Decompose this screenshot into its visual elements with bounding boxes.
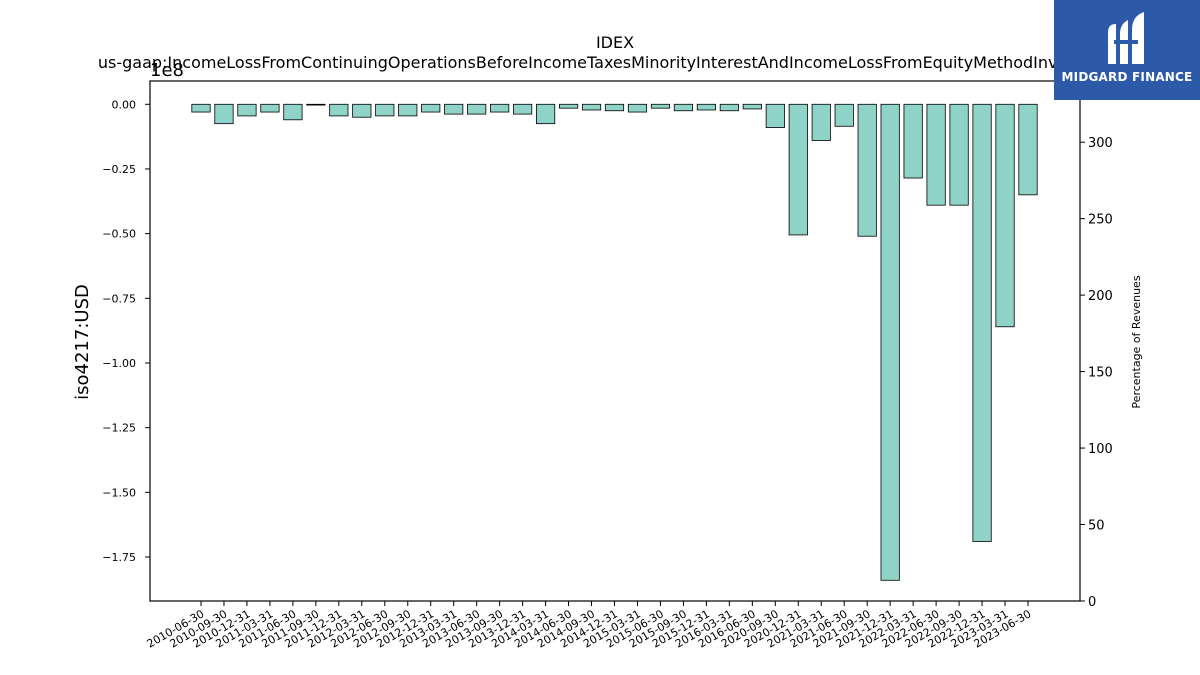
bar-2022-12-31 (972, 103, 992, 542)
left-tick-label: −1.00 (102, 357, 136, 370)
bar-2021-03-31 (811, 103, 831, 141)
bar-2020-12-31 (788, 103, 808, 236)
left-axis: 0.00 −0.25 −0.50 −0.75 −1.00 −1.25 −1.50 −1.75 (102, 98, 150, 564)
right-tick-label: 150 (1088, 366, 1113, 381)
right-tick-label: 200 (1088, 289, 1113, 304)
chart-title: IDEX (596, 33, 634, 52)
bar-2012-06-30 (375, 103, 395, 117)
bar-2012-12-31 (421, 103, 441, 113)
bar-2023-06-30 (1018, 103, 1038, 196)
bar-2013-12-31 (513, 103, 533, 115)
bar-2010-09-30 (214, 103, 234, 125)
bar-2011-03-31 (260, 103, 280, 113)
bar-2013-09-30 (490, 103, 510, 113)
left-tick-label: −0.25 (102, 163, 136, 176)
logo-mark-icon (1108, 12, 1144, 64)
bar-2010-06-30 (191, 103, 211, 113)
bar-2021-12-31 (880, 103, 900, 581)
bar-2012-03-31 (352, 103, 372, 118)
left-tick-label: −1.50 (102, 486, 136, 499)
bar-2015-03-31 (627, 103, 648, 113)
midgard-finance-logo: MIDGARD FINANCE (1054, 0, 1200, 100)
bar-2015-06-30 (650, 103, 671, 109)
bar-2011-06-30 (283, 103, 303, 121)
bar-2022-09-30 (949, 103, 969, 206)
bars-group (191, 103, 1038, 581)
bar-2016-06-30 (742, 103, 762, 110)
bar-2021-09-30 (857, 103, 877, 237)
left-tick-label: −1.75 (102, 551, 136, 564)
left-tick-label: −1.25 (102, 422, 136, 435)
right-tick-label: 300 (1088, 136, 1113, 151)
right-tick-label: 250 (1088, 213, 1113, 228)
left-tick-label: −0.50 (102, 228, 136, 241)
bar-2014-06-30 (558, 103, 579, 109)
bar-2014-12-31 (604, 103, 625, 112)
plot-frame (149, 80, 1081, 602)
bar-2015-09-30 (673, 103, 694, 112)
x-axis: 2010-06-302010-09-302010-12-312011-03-31… (145, 601, 1034, 651)
left-tick-label: −0.75 (102, 292, 136, 305)
bar-2014-09-30 (581, 103, 602, 111)
bar-2014-03-31 (535, 103, 556, 125)
bar-2021-06-30 (834, 103, 854, 127)
bar-2022-03-31 (903, 103, 923, 179)
bar-2010-12-31 (237, 103, 257, 117)
y-axis-label: iso4217:USD (72, 284, 93, 400)
bar-2023-03-31 (995, 103, 1015, 328)
bar-2015-12-31 (696, 103, 716, 111)
right-axis: 0 50 100 150 200 250 300 (1080, 136, 1113, 610)
y-axis-label-right: Percentage of Revenues (1130, 275, 1143, 408)
bar-2011-09-30 (306, 103, 326, 106)
bar-2012-09-30 (398, 103, 418, 117)
bar-2020-09-30 (765, 103, 785, 128)
logo-text: MIDGARD FINANCE (1061, 70, 1193, 84)
chart-subtitle: us-gaap:IncomeLossFromContinuingOperatio… (98, 53, 1132, 72)
bar-2016-03-31 (719, 103, 739, 112)
right-tick-label: 50 (1088, 519, 1105, 534)
bar-2013-03-31 (444, 103, 464, 115)
bar-2013-06-30 (467, 103, 487, 115)
right-tick-label: 100 (1088, 442, 1113, 457)
bar-2011-12-31 (329, 103, 349, 117)
scale-label: 1e8 (150, 60, 184, 81)
left-tick-label: 0.00 (112, 98, 137, 111)
right-tick-label: 0 (1088, 595, 1096, 610)
bar-2022-06-30 (926, 103, 946, 206)
